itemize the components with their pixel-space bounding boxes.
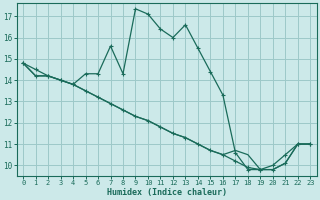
X-axis label: Humidex (Indice chaleur): Humidex (Indice chaleur) [107, 188, 227, 197]
